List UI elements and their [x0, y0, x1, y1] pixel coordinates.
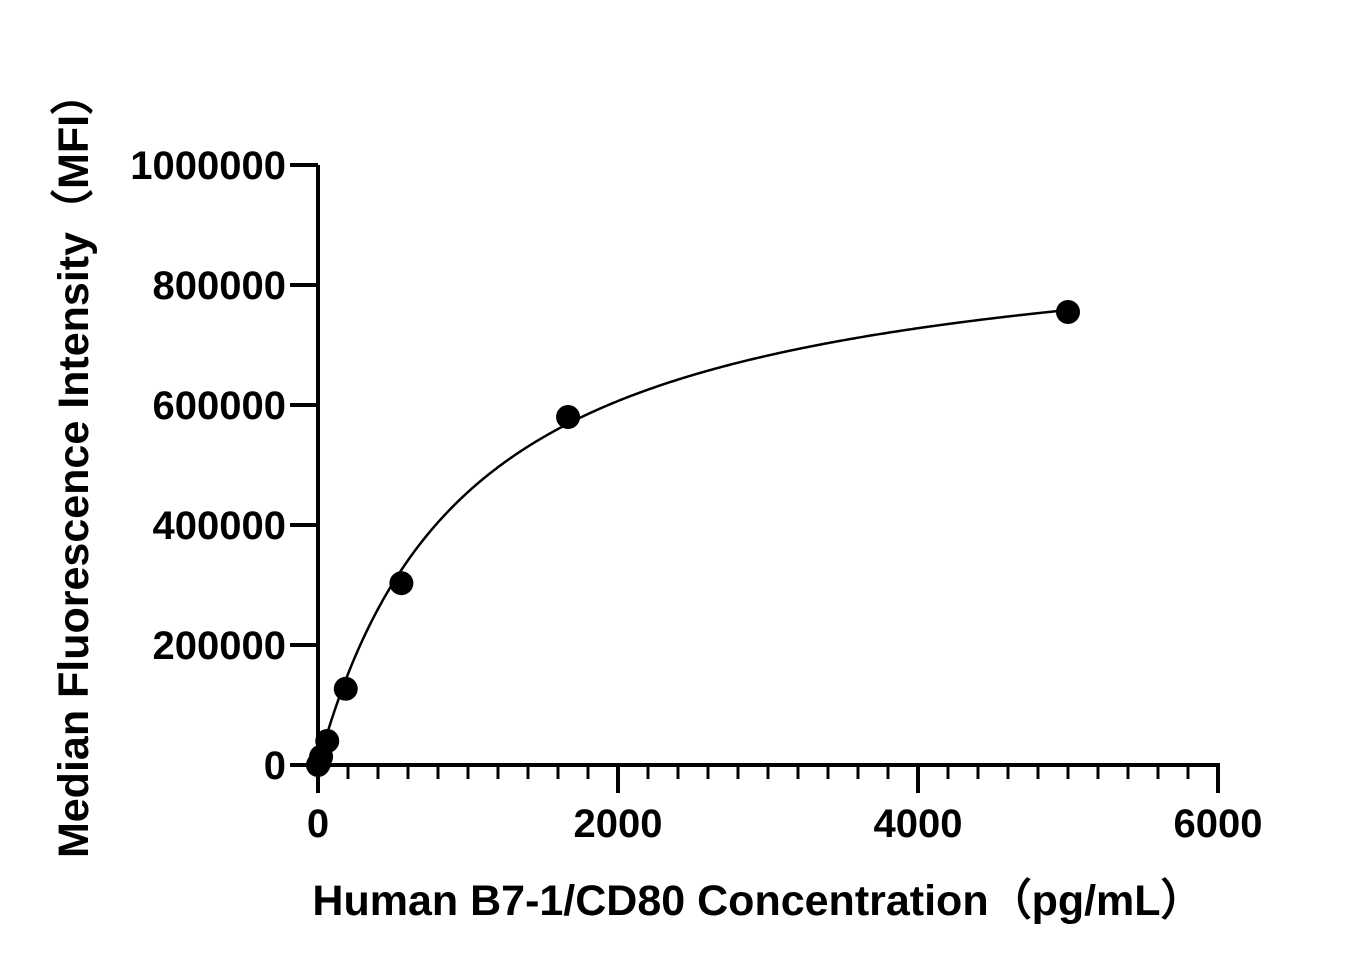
x-tick-label: 2000: [574, 802, 663, 846]
data-point: [315, 729, 340, 753]
y-tick-label: 800000: [153, 264, 286, 308]
axes: [316, 165, 1220, 767]
ticks: 0 200000 400000 600000 800000 1000000 0 2000 400…: [130, 144, 1262, 846]
y-tick-label: 0: [264, 744, 286, 788]
data-point: [333, 676, 358, 701]
y-tick-label: 400000: [153, 504, 286, 548]
y-tick-label: 600000: [153, 384, 286, 428]
y-tick-label: 1000000: [130, 144, 286, 188]
x-tick-label: 0: [307, 802, 329, 846]
data-point: [1056, 300, 1080, 324]
data-point: [389, 571, 414, 596]
y-axis-label: Median Fluorescence Intensity（MFI）: [50, 72, 98, 858]
fit-curve-layer: [316, 308, 1069, 766]
data-points: [306, 300, 1080, 777]
data-point: [556, 405, 581, 429]
x-axis-label: Human B7-1/CD80 Concentration（pg/mL）: [312, 877, 1203, 925]
x-tick-label: 6000: [1174, 802, 1263, 846]
fit-curve: [316, 308, 1069, 766]
y-tick-label: 200000: [153, 624, 286, 668]
x-tick-label: 4000: [874, 802, 963, 846]
